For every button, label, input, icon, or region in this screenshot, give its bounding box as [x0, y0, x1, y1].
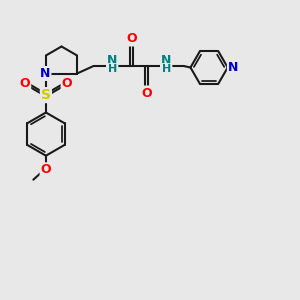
Text: N: N: [40, 67, 50, 80]
Text: N: N: [228, 61, 238, 74]
Text: O: O: [141, 86, 152, 100]
Text: H: H: [162, 64, 171, 74]
Text: O: O: [126, 32, 137, 46]
Text: O: O: [61, 76, 72, 90]
Text: N: N: [107, 54, 117, 67]
Text: O: O: [20, 76, 30, 90]
Text: S: S: [41, 88, 51, 102]
Text: O: O: [40, 163, 51, 176]
Text: H: H: [108, 64, 117, 74]
Text: N: N: [161, 54, 171, 67]
